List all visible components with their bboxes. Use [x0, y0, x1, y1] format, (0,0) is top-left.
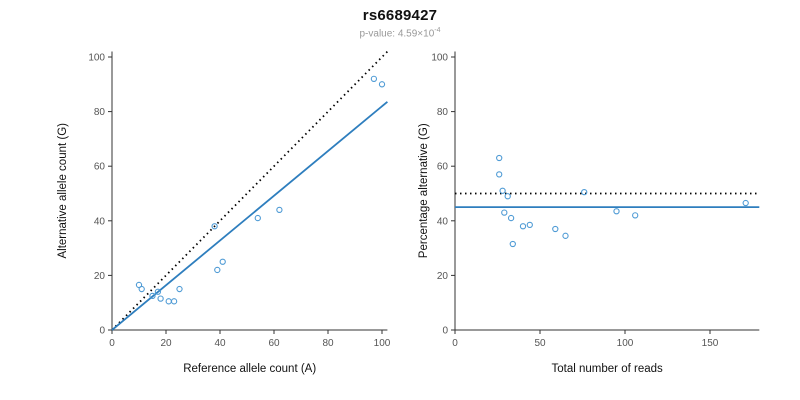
y-tick-label: 60 — [94, 162, 106, 173]
x-tick-label: 0 — [109, 338, 115, 349]
data-point — [501, 209, 508, 216]
y-tick-label: 60 — [437, 162, 449, 173]
data-point — [526, 221, 533, 229]
data-point — [165, 298, 172, 305]
x-tick-label: 60 — [268, 338, 280, 349]
data-point — [170, 298, 178, 305]
x-axis-label: Total number of reads — [552, 363, 663, 375]
data-point — [552, 225, 559, 233]
y-tick-label: 20 — [94, 271, 106, 282]
y-tick-label: 0 — [442, 326, 448, 337]
data-point — [157, 295, 164, 302]
x-tick-label: 150 — [702, 338, 719, 349]
figure-header: rs6689427 p-value: 4.59×10-4 — [0, 7, 800, 39]
data-point — [742, 199, 749, 207]
identity-line — [111, 50, 389, 331]
y-tick-label: 80 — [437, 107, 449, 118]
data-point — [211, 223, 218, 230]
snp-title: rs6689427 — [362, 7, 438, 24]
y-tick-label: 40 — [437, 216, 449, 227]
data-point — [176, 285, 183, 293]
x-tick-label: 20 — [160, 338, 172, 349]
data-point — [509, 240, 516, 248]
x-tick-label: 50 — [534, 338, 546, 349]
data-point — [581, 188, 588, 196]
data-point — [504, 193, 511, 200]
data-point — [154, 288, 162, 295]
p-value-text: p-value: 4.59×10 — [359, 28, 435, 40]
y-axis-label: Percentage alternative (G) — [418, 123, 430, 258]
data-point — [496, 154, 503, 162]
x-tick-label: 40 — [214, 338, 226, 349]
x-tick-label: 80 — [322, 338, 334, 349]
allele-count-scatter-plot: 0 20 40 60 80 100 0 20 40 60 80 100 Reference allele… — [57, 50, 391, 375]
data-point — [214, 266, 221, 274]
data-point — [370, 75, 378, 82]
x-axis-label: Reference allele count (A) — [183, 363, 316, 375]
y-tick-label: 100 — [88, 53, 105, 64]
data-point — [499, 187, 506, 194]
y-tick-label: 100 — [431, 53, 448, 64]
data-point — [138, 285, 145, 293]
y-tick-label: 40 — [94, 216, 106, 227]
fit-line — [111, 101, 388, 331]
x-tick-label: 100 — [617, 338, 634, 349]
percentage-alternative-scatter-plot: 0 50 100 150 0 20 40 60 80 100 Total number of rea… — [418, 51, 760, 375]
data-point — [519, 223, 527, 230]
p-value: p-value: 4.59×10-4 — [0, 27, 800, 39]
data-point — [149, 292, 156, 300]
y-tick-label: 20 — [437, 271, 449, 282]
y-tick-label: 0 — [99, 326, 105, 337]
data-point — [276, 206, 283, 214]
data-point — [632, 212, 639, 219]
p-value-exponent: -4 — [434, 27, 441, 34]
data-point — [613, 208, 620, 215]
x-tick-label: 100 — [374, 338, 391, 349]
data-point — [219, 258, 226, 265]
y-axis-label: Alternative allele count (G) — [57, 123, 69, 259]
data-point — [254, 214, 261, 222]
y-tick-label: 80 — [94, 107, 106, 118]
data-point — [507, 214, 515, 222]
data-point — [496, 171, 503, 178]
data-point — [562, 232, 569, 239]
x-tick-label: 0 — [452, 338, 458, 349]
data-point — [378, 81, 386, 88]
